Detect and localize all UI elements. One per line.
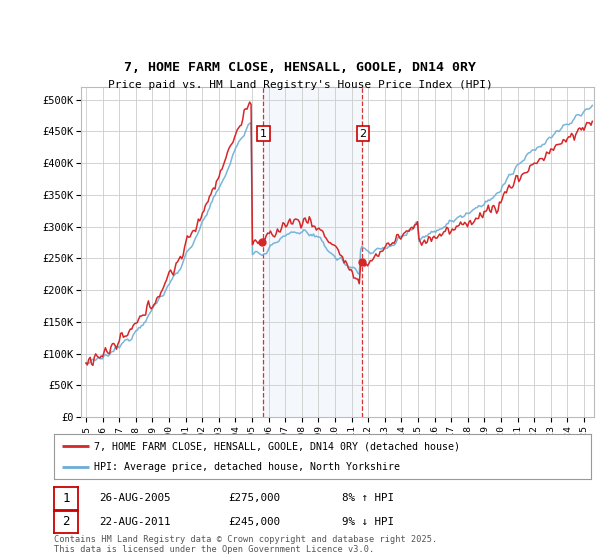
Text: 7, HOME FARM CLOSE, HENSALL, GOOLE, DN14 0RY (detached house): 7, HOME FARM CLOSE, HENSALL, GOOLE, DN14… <box>94 441 460 451</box>
Text: 2: 2 <box>62 515 70 529</box>
Text: 26-AUG-2005: 26-AUG-2005 <box>99 493 170 503</box>
Text: 22-AUG-2011: 22-AUG-2011 <box>99 517 170 527</box>
Text: 7, HOME FARM CLOSE, HENSALL, GOOLE, DN14 0RY: 7, HOME FARM CLOSE, HENSALL, GOOLE, DN14… <box>124 61 476 74</box>
Text: 2: 2 <box>359 129 367 139</box>
Text: HPI: Average price, detached house, North Yorkshire: HPI: Average price, detached house, Nort… <box>94 461 400 472</box>
Text: £275,000: £275,000 <box>228 493 280 503</box>
Text: 1: 1 <box>62 492 70 505</box>
Text: Price paid vs. HM Land Registry's House Price Index (HPI): Price paid vs. HM Land Registry's House … <box>107 80 493 90</box>
Text: £245,000: £245,000 <box>228 517 280 527</box>
Text: 1: 1 <box>260 129 267 139</box>
Text: Contains HM Land Registry data © Crown copyright and database right 2025.
This d: Contains HM Land Registry data © Crown c… <box>54 535 437 554</box>
Text: 9% ↓ HPI: 9% ↓ HPI <box>342 517 394 527</box>
Bar <box>263 87 362 417</box>
Text: 8% ↑ HPI: 8% ↑ HPI <box>342 493 394 503</box>
